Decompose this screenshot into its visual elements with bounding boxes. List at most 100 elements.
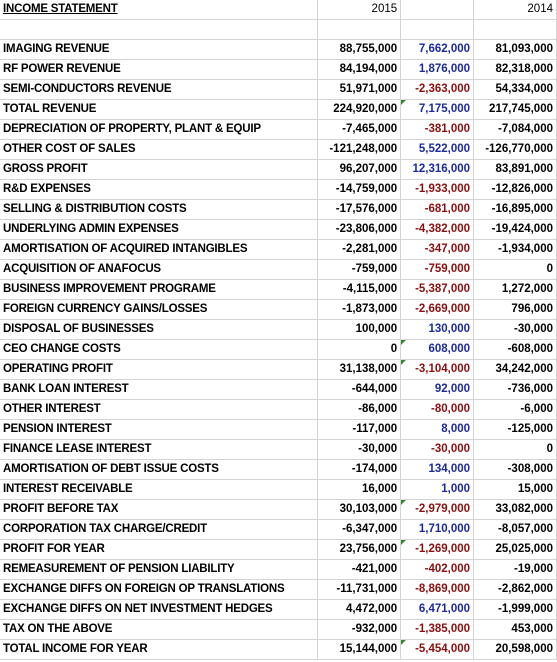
row-label-cell[interactable]: EXCHANGE DIFFS ON FOREIGN OP TRANSLATION…: [0, 579, 319, 600]
value-2015-cell[interactable]: 88,755,000: [317, 39, 402, 60]
value-2015-cell[interactable]: 51,971,000: [317, 79, 402, 100]
empty-cell[interactable]: [400, 19, 475, 40]
row-label-cell[interactable]: BUSINESS IMPROVEMENT PROGRAME: [0, 279, 319, 300]
row-label-cell[interactable]: TOTAL INCOME FOR YEAR: [0, 639, 319, 660]
value-2015-cell[interactable]: 0: [317, 339, 402, 360]
value-2014-cell[interactable]: 796,000: [473, 299, 557, 320]
value-2014-cell[interactable]: 217,745,000: [473, 99, 557, 120]
column-header-2014[interactable]: 2014: [473, 0, 557, 20]
change-cell[interactable]: 7,662,000: [400, 39, 475, 60]
value-2014-cell[interactable]: 20,598,000: [473, 639, 557, 660]
value-2015-cell[interactable]: 30,103,000: [317, 499, 402, 520]
value-2014-cell[interactable]: -608,000: [473, 339, 557, 360]
change-cell[interactable]: -1,269,000: [400, 539, 475, 560]
change-cell[interactable]: 92,000: [400, 379, 475, 400]
value-2014-cell[interactable]: 82,318,000: [473, 59, 557, 80]
row-label-cell[interactable]: PROFIT BEFORE TAX: [0, 499, 319, 520]
value-2014-cell[interactable]: -8,057,000: [473, 519, 557, 540]
value-2014-cell[interactable]: 33,082,000: [473, 499, 557, 520]
change-cell[interactable]: 8,000: [400, 419, 475, 440]
value-2015-cell[interactable]: -759,000: [317, 259, 402, 280]
change-cell[interactable]: -347,000: [400, 239, 475, 260]
change-cell[interactable]: -1,933,000: [400, 179, 475, 200]
row-label-cell[interactable]: OTHER INTEREST: [0, 399, 319, 420]
value-2015-cell[interactable]: -644,000: [317, 379, 402, 400]
row-label-cell[interactable]: EXCHANGE DIFFS ON NET INVESTMENT HEDGES: [0, 599, 319, 620]
value-2015-cell[interactable]: 4,472,000: [317, 599, 402, 620]
value-2014-cell[interactable]: 34,242,000: [473, 359, 557, 380]
change-cell[interactable]: -5,387,000: [400, 279, 475, 300]
value-2015-cell[interactable]: 15,144,000: [317, 639, 402, 660]
change-cell[interactable]: -2,669,000: [400, 299, 475, 320]
value-2015-cell[interactable]: 16,000: [317, 479, 402, 500]
row-label-cell[interactable]: OTHER COST OF SALES: [0, 139, 319, 160]
change-cell[interactable]: 7,175,000: [400, 99, 475, 120]
change-cell[interactable]: -2,979,000: [400, 499, 475, 520]
change-cell[interactable]: 1,000: [400, 479, 475, 500]
change-cell[interactable]: 12,316,000: [400, 159, 475, 180]
value-2014-cell[interactable]: -12,826,000: [473, 179, 557, 200]
value-2014-cell[interactable]: -1,934,000: [473, 239, 557, 260]
value-2014-cell[interactable]: 453,000: [473, 619, 557, 640]
value-2015-cell[interactable]: 96,207,000: [317, 159, 402, 180]
value-2014-cell[interactable]: -736,000: [473, 379, 557, 400]
change-cell[interactable]: -681,000: [400, 199, 475, 220]
change-cell[interactable]: -2,363,000: [400, 79, 475, 100]
value-2015-cell[interactable]: 224,920,000: [317, 99, 402, 120]
column-header-2015[interactable]: 2015: [317, 0, 402, 20]
change-cell[interactable]: -30,000: [400, 439, 475, 460]
empty-cell[interactable]: [0, 19, 319, 40]
value-2015-cell[interactable]: 100,000: [317, 319, 402, 340]
change-cell[interactable]: -381,000: [400, 119, 475, 140]
row-label-cell[interactable]: UNDERLYING ADMIN EXPENSES: [0, 219, 319, 240]
value-2014-cell[interactable]: 1,272,000: [473, 279, 557, 300]
change-cell[interactable]: 5,522,000: [400, 139, 475, 160]
value-2015-cell[interactable]: -6,347,000: [317, 519, 402, 540]
row-label-cell[interactable]: AMORTISATION OF DEBT ISSUE COSTS: [0, 459, 319, 480]
value-2014-cell[interactable]: 15,000: [473, 479, 557, 500]
value-2014-cell[interactable]: 83,891,000: [473, 159, 557, 180]
row-label-cell[interactable]: BANK LOAN INTEREST: [0, 379, 319, 400]
value-2014-cell[interactable]: 54,334,000: [473, 79, 557, 100]
row-label-cell[interactable]: ACQUISITION OF ANAFOCUS: [0, 259, 319, 280]
value-2014-cell[interactable]: 25,025,000: [473, 539, 557, 560]
value-2014-cell[interactable]: -308,000: [473, 459, 557, 480]
value-2015-cell[interactable]: 31,138,000: [317, 359, 402, 380]
row-label-cell[interactable]: REMEASUREMENT OF PENSION LIABILITY: [0, 559, 319, 580]
value-2015-cell[interactable]: -421,000: [317, 559, 402, 580]
change-cell[interactable]: -5,454,000: [400, 639, 475, 660]
value-2015-cell[interactable]: -121,248,000: [317, 139, 402, 160]
change-cell[interactable]: 1,876,000: [400, 59, 475, 80]
row-label-cell[interactable]: R&D EXPENSES: [0, 179, 319, 200]
value-2015-cell[interactable]: -4,115,000: [317, 279, 402, 300]
row-label-cell[interactable]: OPERATING PROFIT: [0, 359, 319, 380]
row-label-cell[interactable]: PENSION INTEREST: [0, 419, 319, 440]
change-cell[interactable]: 6,471,000: [400, 599, 475, 620]
value-2015-cell[interactable]: -1,873,000: [317, 299, 402, 320]
value-2014-cell[interactable]: -1,999,000: [473, 599, 557, 620]
value-2015-cell[interactable]: -7,465,000: [317, 119, 402, 140]
value-2014-cell[interactable]: -126,770,000: [473, 139, 557, 160]
value-2014-cell[interactable]: 0: [473, 439, 557, 460]
value-2015-cell[interactable]: -14,759,000: [317, 179, 402, 200]
value-2015-cell[interactable]: -86,000: [317, 399, 402, 420]
change-cell[interactable]: -3,104,000: [400, 359, 475, 380]
row-label-cell[interactable]: SELLING & DISTRIBUTION COSTS: [0, 199, 319, 220]
row-label-cell[interactable]: SEMI-CONDUCTORS REVENUE: [0, 79, 319, 100]
change-cell[interactable]: 134,000: [400, 459, 475, 480]
value-2014-cell[interactable]: 81,093,000: [473, 39, 557, 60]
row-label-cell[interactable]: AMORTISATION OF ACQUIRED INTANGIBLES: [0, 239, 319, 260]
value-2015-cell[interactable]: -174,000: [317, 459, 402, 480]
value-2015-cell[interactable]: -117,000: [317, 419, 402, 440]
empty-cell[interactable]: [317, 19, 402, 40]
value-2014-cell[interactable]: -19,424,000: [473, 219, 557, 240]
change-cell[interactable]: 608,000: [400, 339, 475, 360]
row-label-cell[interactable]: INTEREST RECEIVABLE: [0, 479, 319, 500]
value-2015-cell[interactable]: -11,731,000: [317, 579, 402, 600]
row-label-cell[interactable]: CEO CHANGE COSTS: [0, 339, 319, 360]
value-2015-cell[interactable]: -17,576,000: [317, 199, 402, 220]
change-cell[interactable]: -759,000: [400, 259, 475, 280]
row-label-cell[interactable]: TAX ON THE ABOVE: [0, 619, 319, 640]
change-cell[interactable]: 130,000: [400, 319, 475, 340]
value-2015-cell[interactable]: -932,000: [317, 619, 402, 640]
